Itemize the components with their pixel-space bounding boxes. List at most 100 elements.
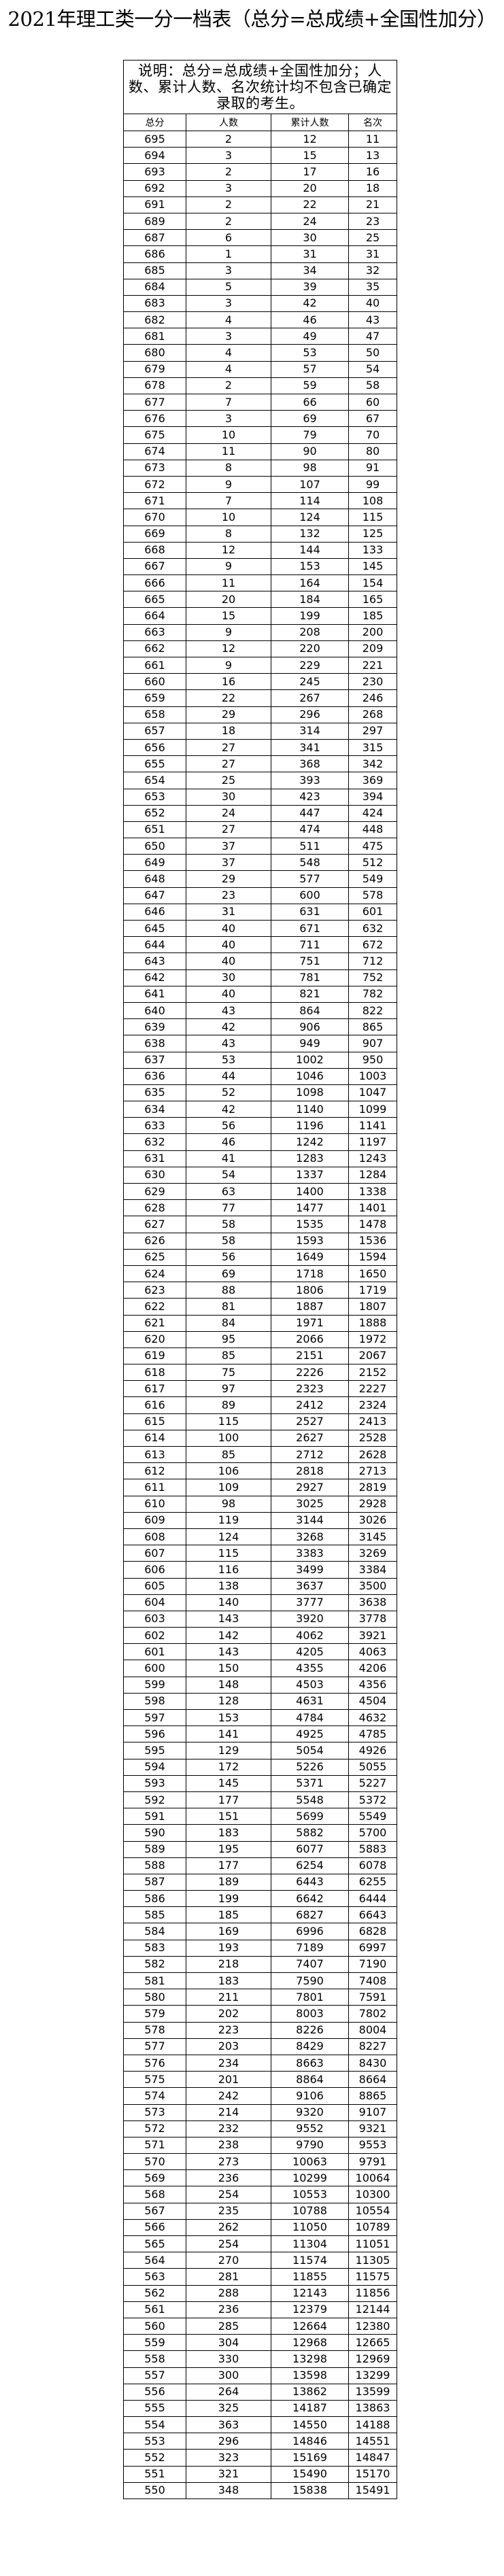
cell-cumulative: 1593 bbox=[271, 1232, 349, 1250]
cell-rank: 1141 bbox=[348, 1117, 398, 1135]
cell-total-score: 620 bbox=[123, 1330, 186, 1348]
cell-rank: 907 bbox=[348, 1035, 398, 1052]
cell-total-score: 614 bbox=[123, 1429, 186, 1447]
cell-count: 56 bbox=[186, 1248, 271, 1266]
cell-cumulative: 15169 bbox=[271, 2449, 349, 2467]
cell-cumulative: 1196 bbox=[271, 1117, 349, 1135]
cell-rank: 209 bbox=[348, 640, 398, 658]
cell-cumulative: 42 bbox=[271, 294, 349, 313]
column-header-count: 人数 bbox=[186, 114, 271, 131]
cell-cumulative: 4062 bbox=[271, 1627, 349, 1645]
cell-cumulative: 220 bbox=[271, 640, 349, 658]
cell-total-score: 664 bbox=[123, 607, 186, 625]
cell-cumulative: 1718 bbox=[271, 1265, 349, 1283]
cell-count: 4 bbox=[186, 344, 271, 362]
cell-rank: 8430 bbox=[348, 2054, 398, 2072]
cell-count: 193 bbox=[186, 1939, 271, 1957]
table-row: 657 18 314 297 bbox=[123, 722, 398, 740]
table-row: 634 42 1140 1099 bbox=[123, 1101, 398, 1118]
cell-total-score: 603 bbox=[123, 1610, 186, 1628]
cell-cumulative: 3144 bbox=[271, 1511, 349, 1529]
table-row: 693 2 17 16 bbox=[123, 163, 398, 181]
cell-count: 296 bbox=[186, 2433, 271, 2450]
table-row: 684 5 39 35 bbox=[123, 278, 398, 296]
cell-cumulative: 4503 bbox=[271, 1676, 349, 1694]
cell-cumulative: 2527 bbox=[271, 1413, 349, 1430]
cell-count: 58 bbox=[186, 1216, 271, 1233]
table-row: 555 325 14187 13863 bbox=[123, 2399, 398, 2418]
table-row: 564 270 11574 11305 bbox=[123, 2252, 398, 2269]
cell-total-score: 577 bbox=[123, 2038, 186, 2055]
cell-rank: 1478 bbox=[348, 1216, 398, 1233]
cell-total-score: 645 bbox=[123, 919, 186, 938]
cell-rank: 5700 bbox=[348, 1824, 398, 1842]
table-row: 572 232 9552 9321 bbox=[123, 2120, 398, 2137]
cell-count: 254 bbox=[186, 2186, 271, 2203]
cell-count: 27 bbox=[186, 738, 271, 757]
cell-count: 44 bbox=[186, 1067, 271, 1085]
cell-count: 63 bbox=[186, 1182, 271, 1201]
cell-rank: 1719 bbox=[348, 1282, 398, 1299]
cell-count: 40 bbox=[186, 919, 271, 938]
table-row: 678 2 59 58 bbox=[123, 377, 398, 395]
cell-count: 7 bbox=[186, 492, 271, 510]
cell-rank: 47 bbox=[348, 328, 398, 345]
cell-rank: 12380 bbox=[348, 2317, 398, 2335]
cell-cumulative: 14846 bbox=[271, 2433, 349, 2450]
table-row: 554 363 14550 14188 bbox=[123, 2416, 398, 2434]
cell-rank: 9107 bbox=[348, 2103, 398, 2121]
cell-count: 8 bbox=[186, 459, 271, 477]
cell-rank: 394 bbox=[348, 788, 398, 806]
cell-rank: 4785 bbox=[348, 1725, 398, 1743]
cell-rank: 8664 bbox=[348, 2071, 398, 2089]
cell-cumulative: 2927 bbox=[271, 1479, 349, 1496]
cell-count: 189 bbox=[186, 1873, 271, 1891]
cell-cumulative: 821 bbox=[271, 985, 349, 1003]
cell-total-score: 604 bbox=[123, 1594, 186, 1611]
table-row: 610 98 3025 2928 bbox=[123, 1495, 398, 1513]
cell-count: 15 bbox=[186, 607, 271, 625]
cell-total-score: 685 bbox=[123, 262, 186, 279]
table-row: 580 211 7801 7591 bbox=[123, 1989, 398, 2006]
cell-rank: 4206 bbox=[348, 1660, 398, 1677]
cell-count: 262 bbox=[186, 2218, 271, 2237]
cell-cumulative: 5054 bbox=[271, 1742, 349, 1759]
cell-cumulative: 781 bbox=[271, 969, 349, 986]
table-row: 575 201 8864 8664 bbox=[123, 2071, 398, 2089]
cell-total-score: 662 bbox=[123, 640, 186, 658]
cell-count: 3 bbox=[186, 328, 271, 345]
cell-rank: 950 bbox=[348, 1051, 398, 1069]
cell-rank: 16 bbox=[348, 163, 398, 181]
cell-cumulative: 3777 bbox=[271, 1594, 349, 1611]
cell-total-score: 628 bbox=[123, 1199, 186, 1217]
table-row: 637 53 1002 950 bbox=[123, 1051, 398, 1069]
cell-cumulative: 208 bbox=[271, 623, 349, 641]
cell-total-score: 691 bbox=[123, 196, 186, 213]
cell-cumulative: 4631 bbox=[271, 1692, 349, 1711]
cell-count: 199 bbox=[186, 1890, 271, 1908]
cell-count: 97 bbox=[186, 1380, 271, 1398]
cell-count: 151 bbox=[186, 1808, 271, 1825]
cell-count: 109 bbox=[186, 1479, 271, 1496]
cell-rank: 12144 bbox=[348, 2301, 398, 2318]
table-row: 673 8 98 91 bbox=[123, 459, 398, 477]
cell-total-score: 563 bbox=[123, 2268, 186, 2286]
cell-count: 29 bbox=[186, 706, 271, 723]
cell-cumulative: 8429 bbox=[271, 2038, 349, 2055]
cell-cumulative: 7189 bbox=[271, 1939, 349, 1957]
cell-cumulative: 2712 bbox=[271, 1445, 349, 1464]
cell-rank: 7190 bbox=[348, 1955, 398, 1974]
table-row: 665 20 184 165 bbox=[123, 591, 398, 608]
cell-rank: 18 bbox=[348, 179, 398, 197]
cell-total-score: 559 bbox=[123, 2334, 186, 2352]
cell-count: 177 bbox=[186, 1857, 271, 1874]
cell-total-score: 639 bbox=[123, 1018, 186, 1036]
cell-rank: 1338 bbox=[348, 1182, 398, 1201]
cell-rank: 4926 bbox=[348, 1742, 398, 1759]
table-row: 669 8 132 125 bbox=[123, 525, 398, 543]
cell-count: 52 bbox=[186, 1084, 271, 1102]
cell-cumulative: 341 bbox=[271, 738, 349, 757]
cell-rank: 2152 bbox=[348, 1364, 398, 1381]
cell-rank: 40 bbox=[348, 294, 398, 313]
cell-rank: 3778 bbox=[348, 1610, 398, 1628]
